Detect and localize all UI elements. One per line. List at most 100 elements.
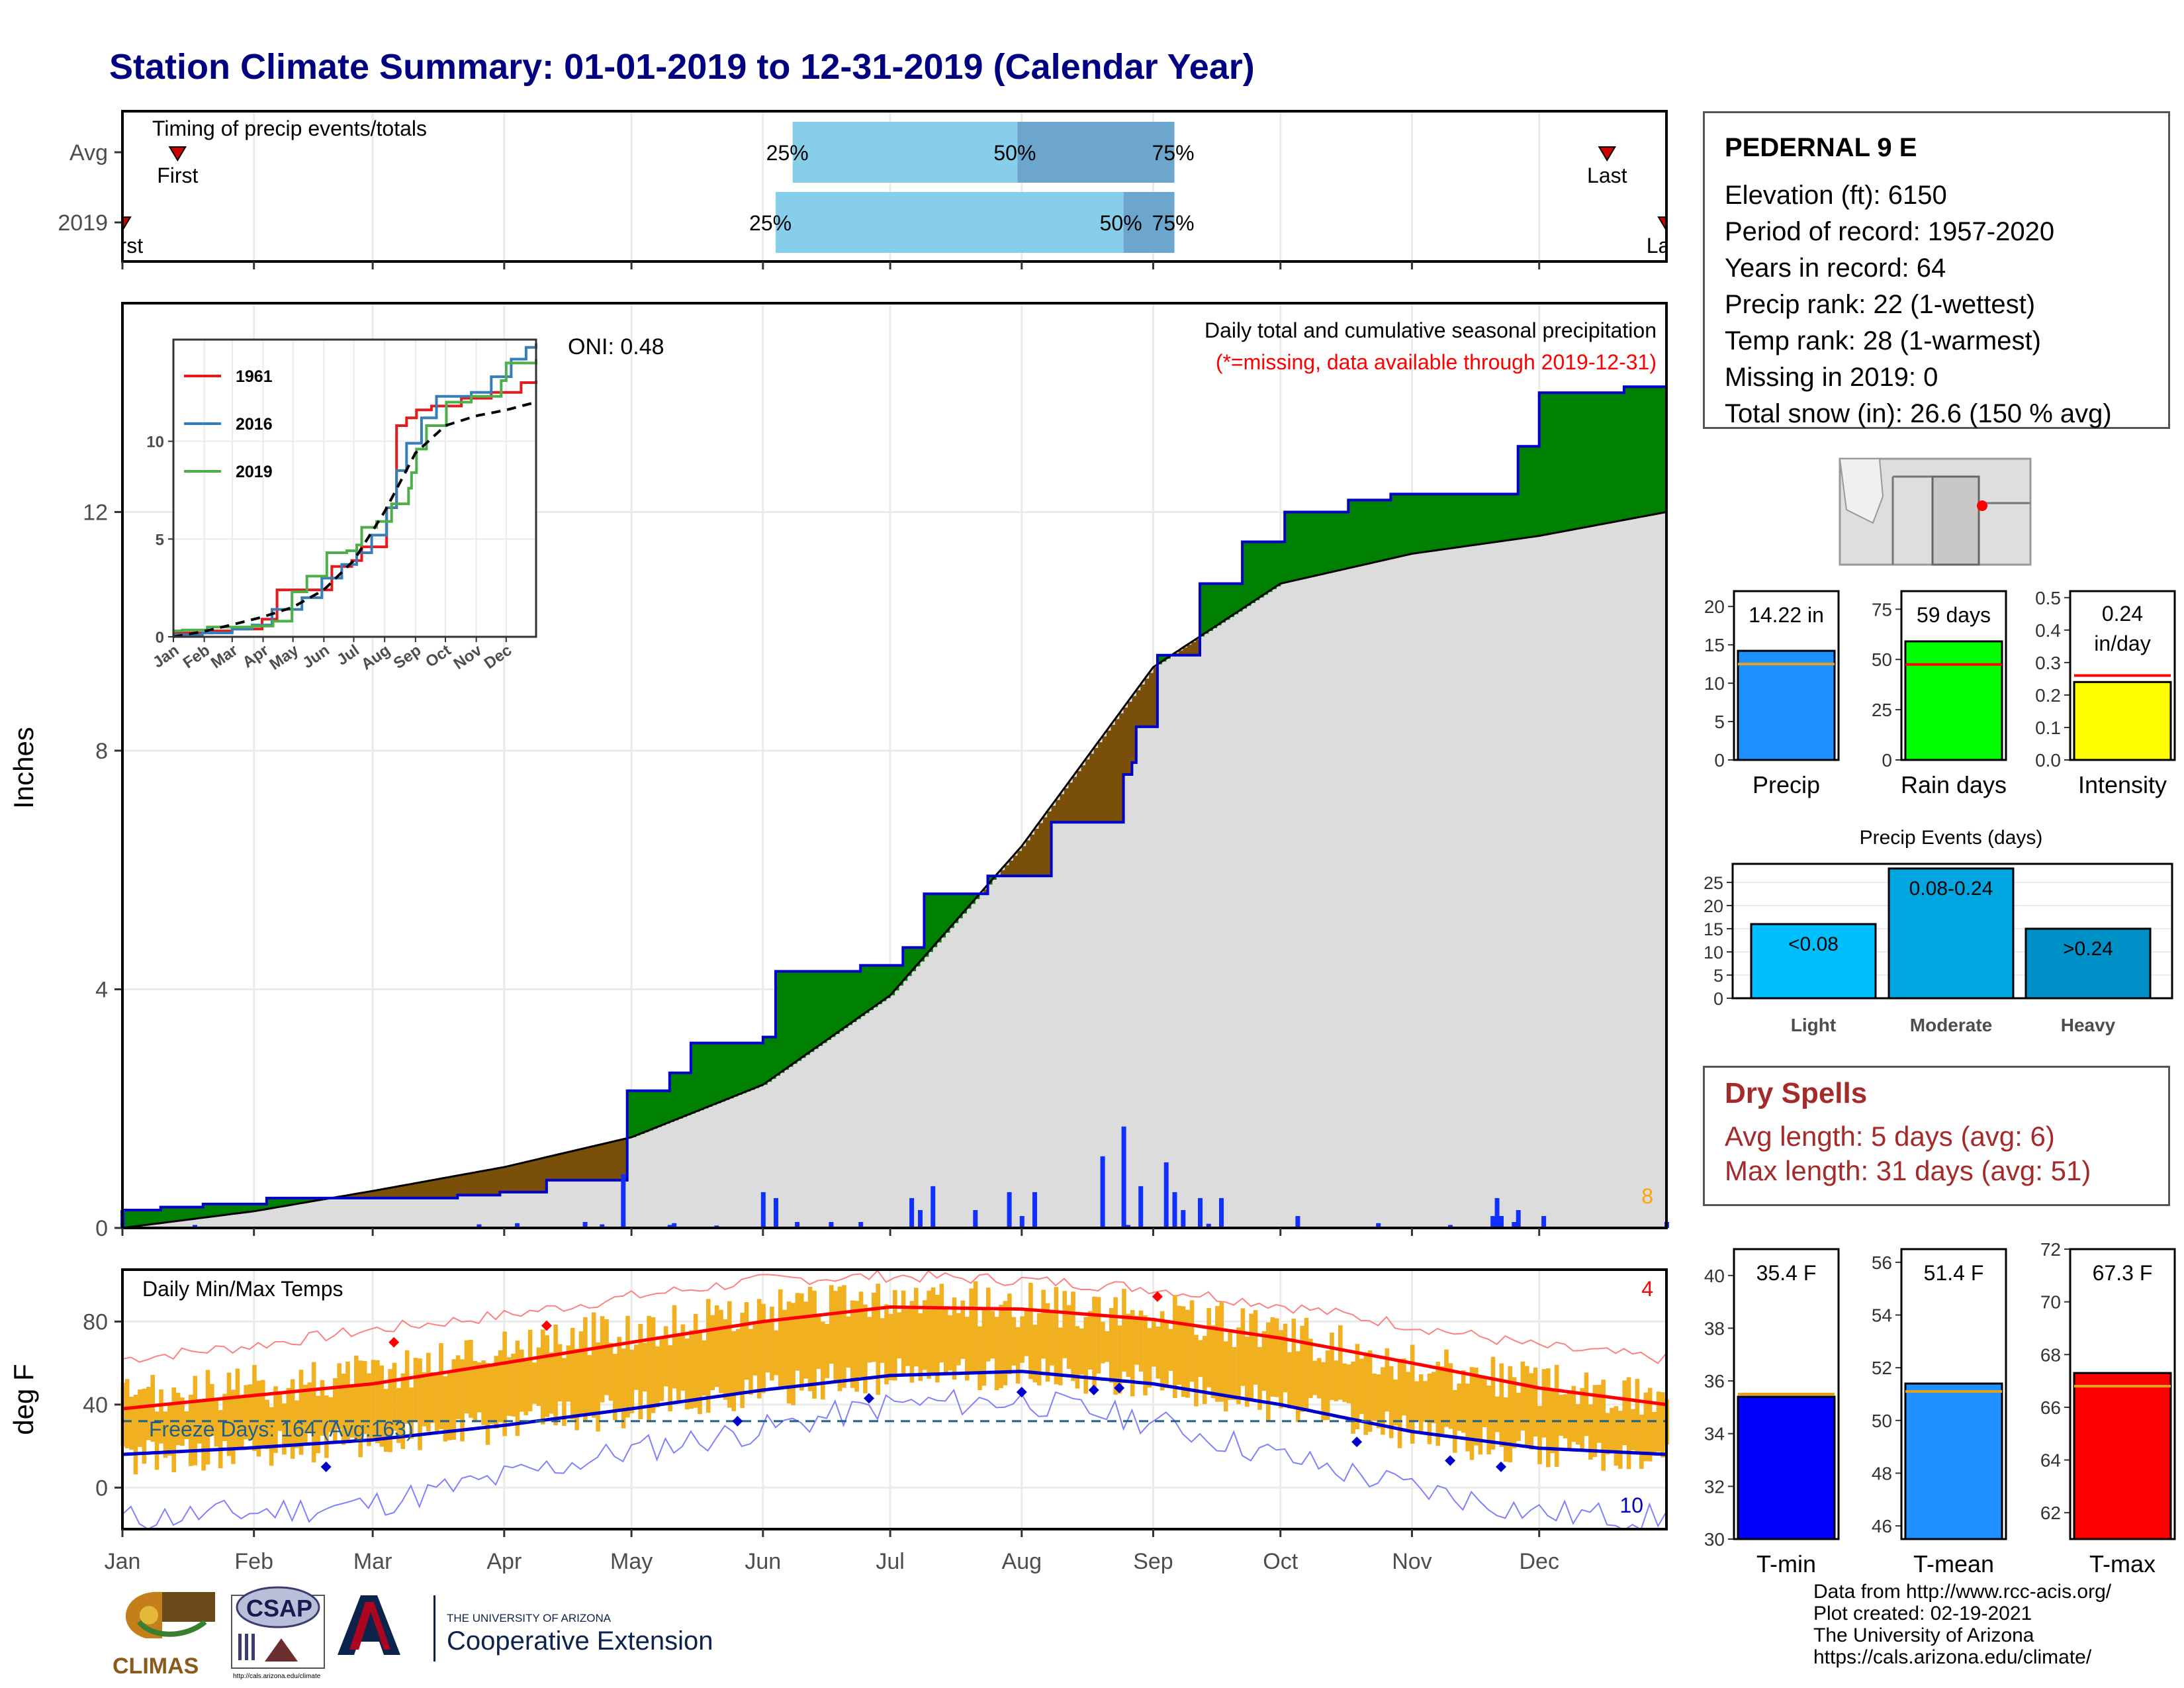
precip-anomaly-fill [1475, 494, 1480, 545]
temp-record-high-marker [1152, 1291, 1163, 1302]
precip-anomaly-fill [1509, 494, 1514, 540]
temp-range-bar [1283, 1323, 1288, 1393]
temp-range-bar [1448, 1363, 1453, 1429]
precip-anomaly-fill [949, 894, 954, 928]
precip-anomaly-fill [1132, 696, 1137, 763]
precip-anomaly-fill [1412, 494, 1417, 554]
temp-range-bar [727, 1301, 732, 1408]
precip-anomaly-fill [470, 1173, 475, 1196]
precip-anomaly-fill [525, 1162, 530, 1192]
temp-range-bar [303, 1384, 308, 1446]
credit-university: The University of Arizona [1813, 1624, 2034, 1646]
precip-anomaly-fill [169, 1207, 174, 1223]
temp-range-bar [383, 1389, 388, 1452]
precip-events-ytick-label: 15 [1704, 919, 1723, 939]
temp-range-bar [562, 1358, 567, 1427]
temp-range-bar [1397, 1359, 1402, 1448]
temp-range-bar [159, 1389, 163, 1444]
timing-left-mask [0, 111, 122, 261]
temp-range-bar [1206, 1308, 1211, 1387]
precip-anomaly-fill [1450, 494, 1455, 549]
precip-anomaly-fill [1068, 782, 1073, 823]
temp-range-bar [1011, 1317, 1017, 1366]
precip-anomaly-fill [1306, 512, 1311, 578]
precip-anomaly-fill [797, 971, 802, 1061]
rain-days-frame [1900, 590, 2007, 761]
temp-range-bar [956, 1313, 961, 1366]
temp-range-bar [1168, 1329, 1173, 1371]
temp-range-bar [1181, 1306, 1186, 1397]
precip-anomaly-fill [1602, 393, 1608, 524]
precip-anomaly-fill [623, 1139, 628, 1180]
precip-anomaly-fill [1060, 794, 1065, 823]
temp-range-bar [1520, 1361, 1525, 1431]
temp-range-bar [829, 1285, 834, 1364]
precip-anomaly-fill [788, 971, 794, 1067]
precip-anomaly-fill [517, 1164, 522, 1192]
temp-range-bar [1105, 1331, 1110, 1362]
precip-anomaly-fill [1293, 512, 1298, 581]
station-missing: Missing in 2019: 0 [1725, 363, 1938, 392]
precip-anomaly-fill [355, 1194, 361, 1198]
temp-range-bar [1626, 1377, 1631, 1470]
temp-range-bar [1109, 1307, 1114, 1383]
precip-anomaly-fill [1089, 753, 1095, 823]
precip-normal-line [122, 511, 1667, 1229]
precip-anomaly-fill [300, 1197, 306, 1203]
temp-range-bar [1300, 1325, 1304, 1412]
precip-anomaly-fill [941, 894, 946, 938]
temp-range-bar [1236, 1327, 1241, 1405]
temp-range-bar [1054, 1287, 1059, 1385]
temp-range-bar [1050, 1312, 1054, 1366]
precip-anomaly-fill [568, 1152, 572, 1180]
temp-range-bar [400, 1373, 406, 1449]
precip-anomaly-fill [903, 947, 908, 981]
temp-range-bar [244, 1385, 248, 1440]
temp-range-bar [1325, 1350, 1330, 1421]
intensity-frame [2069, 590, 2176, 761]
precip-anomaly-fill [177, 1207, 183, 1221]
intensity-ytick-label: 0.2 [2035, 685, 2061, 706]
precip-anomaly-fill [1021, 846, 1026, 876]
temp-range-bar [684, 1338, 690, 1410]
precip-anomaly-fill [635, 1090, 641, 1136]
precip-events-ytick-label: 5 [1713, 966, 1723, 986]
temp-range-bar [337, 1363, 341, 1429]
tmean-total-ytick-label: 50 [1872, 1411, 1892, 1431]
temp-range-bar [477, 1362, 482, 1413]
precip-anomaly-fill [1526, 446, 1531, 538]
precip-anomaly-fill [1543, 393, 1549, 536]
precip-anomaly-fill [873, 965, 878, 1008]
temp-range-bar [282, 1403, 287, 1455]
precip-anomaly-fill [758, 1043, 764, 1087]
precip-anomaly-fill [631, 1090, 637, 1137]
temp-range-bar [909, 1301, 915, 1383]
temp-range-bar [490, 1364, 494, 1425]
precip-anomaly-fill [457, 1175, 463, 1196]
precip-anomaly-fill [1420, 494, 1426, 553]
temp-range-bar [163, 1411, 168, 1458]
precip-anomaly-fill [156, 1210, 161, 1224]
timing-bar-lower-2019 [776, 192, 1124, 253]
precip-anomaly-fill [1340, 512, 1345, 571]
temp-range-bar [549, 1352, 554, 1414]
temp-range-bar [680, 1324, 686, 1391]
temp-range-bar [1453, 1389, 1457, 1453]
temp-record-low-marker [864, 1393, 875, 1404]
precip-daily-bar [1138, 1186, 1144, 1228]
temp-range-bar [1164, 1321, 1169, 1388]
temp-range-bar [1652, 1412, 1657, 1452]
temp-range-bar [770, 1306, 774, 1381]
temp-range-bar [719, 1309, 723, 1393]
precip-anomaly-fill [1628, 387, 1633, 520]
tmax-total-ytick-label: 72 [2040, 1239, 2061, 1260]
tmax-total-ytick-label: 68 [2040, 1344, 2061, 1365]
precip-anomaly-fill [253, 1203, 259, 1211]
precip-anomaly-fill [1403, 494, 1408, 556]
precip-anomaly-fill [144, 1210, 148, 1225]
temp-range-bar [621, 1348, 626, 1429]
tmax-total-ytick-label: 70 [2040, 1292, 2061, 1313]
precip-total-ytick-label: 15 [1704, 635, 1725, 655]
precip-anomaly-fill [750, 1043, 755, 1090]
precip-anomaly-fill [542, 1158, 547, 1192]
